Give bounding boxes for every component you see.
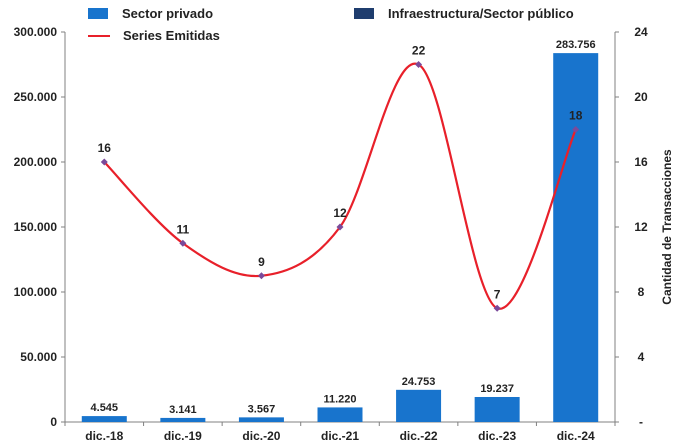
series-emitidas-point <box>179 239 187 247</box>
right-axis-tick-label: 20 <box>634 90 648 104</box>
left-axis-tick-label: 250.000 <box>14 90 58 104</box>
left-axis-tick-label: 300.000 <box>14 25 58 39</box>
bar <box>317 407 363 422</box>
left-axis-tick-label: 150.000 <box>14 220 58 234</box>
bar-value-label: 19.237 <box>480 383 514 395</box>
bar <box>81 416 127 422</box>
bar-value-label: 3.141 <box>169 404 197 416</box>
series-emitidas-value-label: 9 <box>258 255 265 269</box>
series-emitidas-point <box>493 304 501 312</box>
bar-value-label: 24.753 <box>402 376 436 388</box>
right-axis-tick-label: 24 <box>634 25 648 39</box>
legend-item-sector-privado: Sector privado <box>88 6 213 21</box>
bar-value-label: 4.545 <box>91 402 119 414</box>
series-emitidas-point <box>572 126 580 133</box>
bar <box>160 417 206 422</box>
right-axis-tick-label: - <box>639 415 643 429</box>
x-axis-tick-label: dic.-24 <box>557 429 595 443</box>
x-axis-tick-label: dic.-20 <box>242 429 280 443</box>
legend-item-series-emitidas: Series Emitidas <box>88 28 220 43</box>
right-axis-title: Cantidad de Transacciones <box>660 149 673 305</box>
bar <box>396 389 442 422</box>
series-emitidas-value-label: 11 <box>177 222 190 236</box>
series-emitidas-line <box>103 62 577 310</box>
legend-swatch-series-emitidas <box>88 34 110 37</box>
x-axis-tick-label: dic.-22 <box>400 429 438 443</box>
series-emitidas-point <box>415 61 423 68</box>
series-emitidas-value-label: 18 <box>569 109 583 123</box>
left-axis-tick-label: 200.000 <box>14 155 58 169</box>
left-axis-tick-label: 0 <box>50 415 57 429</box>
left-axis-tick-label: 50.000 <box>20 350 57 364</box>
right-axis-tick-label: 8 <box>638 285 645 299</box>
bar-value-label: 3.567 <box>248 403 276 415</box>
series-emitidas-value-label: 12 <box>333 206 347 220</box>
legend-label-infraestructura: Infraestructura/Sector público <box>388 6 574 21</box>
x-axis-tick-label: dic.-19 <box>164 429 202 443</box>
left-axis-tick-label: 100.000 <box>14 285 58 299</box>
bar <box>474 396 520 422</box>
legend-item-infraestructura: Infraestructura/Sector público <box>354 6 574 21</box>
series-emitidas-point <box>100 158 108 166</box>
x-axis-tick-label: dic.-21 <box>321 429 359 443</box>
series-emitidas-value-label: 7 <box>494 287 501 301</box>
bar-value-label: 283.756 <box>556 39 596 51</box>
bar <box>238 417 284 422</box>
series-emitidas-point <box>336 223 344 231</box>
series-emitidas-value-label: 16 <box>98 141 112 155</box>
series-emitidas-point <box>257 272 265 280</box>
legend-swatch-infraestructura <box>354 8 374 19</box>
bar <box>553 53 599 423</box>
legend-swatch-sector-privado <box>88 8 108 19</box>
right-axis-tick-label: 16 <box>634 155 648 169</box>
legend-label-sector-privado: Sector privado <box>122 6 214 21</box>
legend-label-series-emitidas: Series Emitidas <box>123 28 220 43</box>
bar-value-label: 11.220 <box>323 393 356 405</box>
right-axis-tick-label: 12 <box>634 220 648 234</box>
x-axis-tick-label: dic.-23 <box>478 429 516 443</box>
series-emitidas-value-label: 22 <box>412 44 426 58</box>
x-axis-tick-label: dic.-18 <box>85 429 123 443</box>
right-axis-tick-label: 4 <box>638 350 645 364</box>
